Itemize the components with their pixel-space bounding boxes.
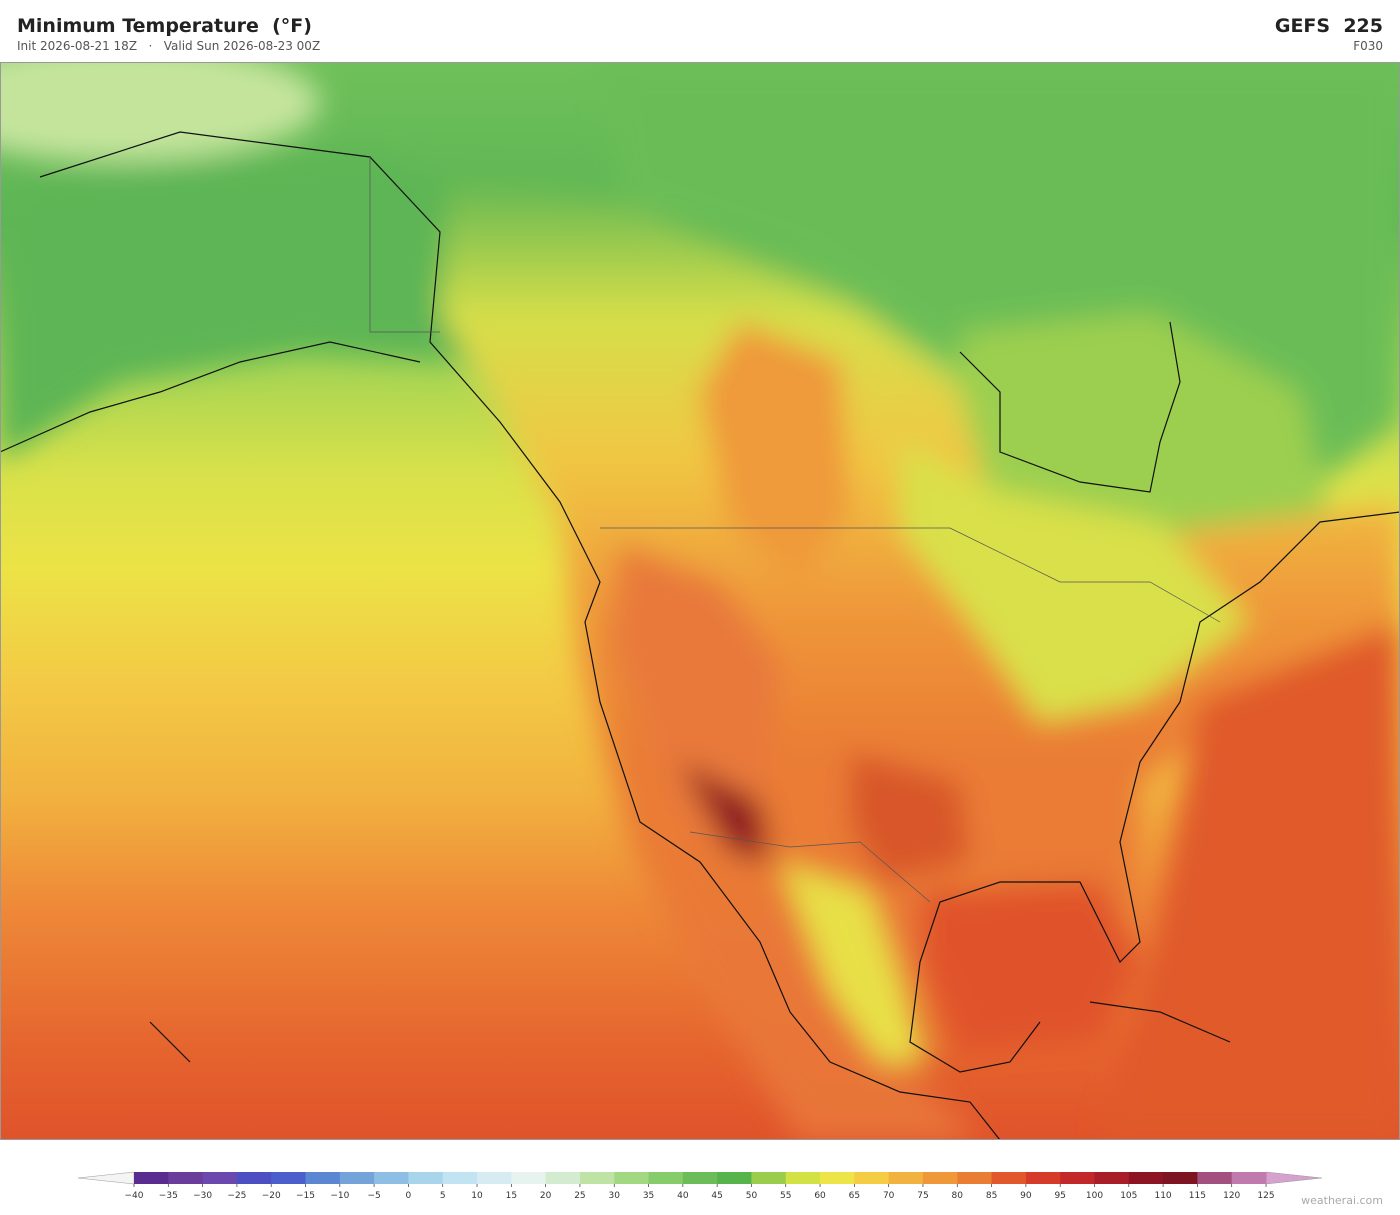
colorbar-label: 105: [1120, 1191, 1137, 1201]
colorbar-label: −5: [367, 1191, 380, 1201]
colorbar-segment: [922, 1172, 958, 1184]
us-mexico-border: [689, 831, 931, 903]
colorbar-segment: [1025, 1172, 1061, 1184]
colorbar-segment: [854, 1172, 890, 1184]
hawaii: [149, 1021, 191, 1063]
alaska-border: [369, 157, 440, 333]
hudson-region: [960, 312, 1330, 562]
borders: [369, 157, 1221, 903]
watermark: weatherai.com: [1301, 1194, 1383, 1207]
colorbar-segment: [1163, 1172, 1198, 1184]
colorbar-label: −20: [262, 1191, 281, 1201]
colorbar-label: 15: [506, 1191, 517, 1201]
colorbar-segment: [442, 1172, 478, 1184]
colorbar-label: 95: [1054, 1191, 1065, 1201]
prairie-warm: [700, 322, 850, 582]
colorbar-segment: [785, 1172, 821, 1184]
hudson-coast: [959, 321, 1181, 493]
mexico-plateau: [780, 862, 930, 1062]
colorbar: weatherai.com −40 −35 −30 −25 −20 −15 −10 −5 0 5 1…: [77, 1171, 1383, 1207]
model: GEFS 225: [1274, 15, 1383, 37]
colorbar-segment: [717, 1172, 752, 1184]
colorbar-label: 75: [917, 1191, 928, 1201]
colorbar-segment: [682, 1172, 718, 1184]
colorbar-segment: [545, 1172, 581, 1184]
colorbar-segment: [374, 1172, 409, 1184]
west-coast: [39, 131, 1001, 1140]
colorbar-label: −10: [330, 1191, 349, 1201]
colorbar-label: 45: [711, 1191, 722, 1201]
colorbar-label: 90: [1020, 1191, 1032, 1201]
colorbar-segment: [305, 1172, 341, 1184]
colorbar-segment: [820, 1172, 855, 1184]
colorbar-segment: [991, 1172, 1027, 1184]
colorbar-label: 60: [814, 1191, 826, 1201]
texas-warm: [850, 752, 970, 882]
colorbar-segment: [271, 1172, 307, 1184]
colorbar-label: 0: [406, 1191, 412, 1201]
map: [0, 62, 1400, 1140]
colorbar-label: 25: [574, 1191, 585, 1201]
colorbar-segment: [751, 1172, 787, 1184]
colorbar-segment: [477, 1172, 512, 1184]
colorbar-segment: [648, 1172, 684, 1184]
colorbar-segment: [614, 1172, 650, 1184]
colorbar-label: 115: [1189, 1191, 1206, 1201]
colorbar-segment: [888, 1172, 924, 1184]
cold-patch: [0, 62, 320, 162]
colorbar-label: 5: [440, 1191, 446, 1201]
colorbar-segment: [579, 1172, 615, 1184]
colorbar-label: 70: [883, 1191, 895, 1201]
east-coast: [909, 511, 1400, 1073]
colorbar-segment: [511, 1172, 547, 1184]
colorbar-label: −15: [296, 1191, 315, 1201]
colorbar-label: 80: [952, 1191, 964, 1201]
cuba: [1089, 1001, 1231, 1043]
colorbar-segment: [236, 1172, 272, 1184]
colorbar-segment: [168, 1172, 204, 1184]
us-canada-border: [600, 527, 1221, 623]
desert-hot: [680, 762, 770, 862]
colorbar-label: 30: [609, 1191, 621, 1201]
colorbar-label: 85: [986, 1191, 997, 1201]
colorbar-segment: [408, 1172, 444, 1184]
colorbar-segment: [957, 1172, 993, 1184]
colorbar-label: 55: [780, 1191, 791, 1201]
colorbar-label: 50: [746, 1191, 758, 1201]
colorbar-segment: [1060, 1172, 1095, 1184]
colorbar-over: [1265, 1171, 1323, 1185]
colorbar-segment: [1128, 1172, 1164, 1184]
colorbar-label: 125: [1257, 1191, 1274, 1201]
colorbar-label: 65: [849, 1191, 860, 1201]
colorbar-segment: [1094, 1172, 1130, 1184]
colorbar-segment: [339, 1172, 375, 1184]
alaska-coast: [0, 341, 421, 453]
colorbar-segment: [1231, 1172, 1267, 1184]
colorbar-label: 100: [1086, 1191, 1103, 1201]
intermountain: [610, 542, 780, 862]
colorbar-label: 40: [677, 1191, 689, 1201]
colorbar-label: 120: [1223, 1191, 1240, 1201]
colorbar-segment: [1197, 1172, 1233, 1184]
colorbar-label: −35: [159, 1191, 178, 1201]
colorbar-label: 10: [471, 1191, 483, 1201]
colorbar-label: 35: [643, 1191, 654, 1201]
forecast-step: F030: [1353, 39, 1383, 53]
colorbar-label: 20: [540, 1191, 552, 1201]
colorbar-label: 110: [1154, 1191, 1171, 1201]
title: Minimum Temperature (°F): [17, 15, 312, 37]
colorbar-segment: [134, 1172, 169, 1184]
atlantic: [1100, 622, 1400, 1140]
colorbar-label: −40: [125, 1191, 144, 1201]
colorbar-label: −30: [193, 1191, 212, 1201]
gulf: [920, 882, 1140, 1052]
colorbar-under: [77, 1171, 135, 1185]
conus-land: [440, 172, 1400, 1140]
colorbar-label: −25: [227, 1191, 246, 1201]
subtitle: Init 2026-08-21 18Z · Valid Sun 2026-08-…: [17, 39, 321, 53]
colorbar-segment: [202, 1172, 238, 1184]
coastlines: [0, 131, 1400, 1140]
